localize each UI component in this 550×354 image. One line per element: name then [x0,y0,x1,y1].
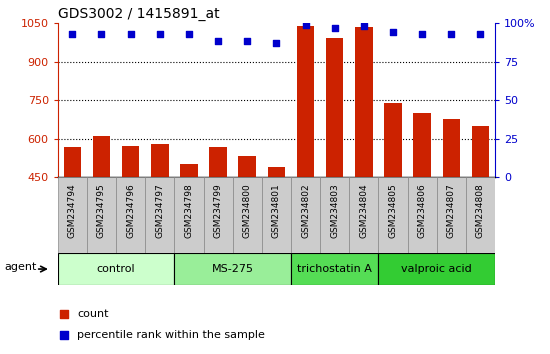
Bar [414,113,431,177]
Text: trichostatin A: trichostatin A [297,264,372,274]
Point [272,40,280,46]
Point [60,311,69,316]
Text: GSM234800: GSM234800 [243,183,252,238]
Bar [378,177,408,253]
Bar [437,177,466,253]
Point [301,22,310,27]
Bar [297,25,314,177]
Text: percentile rank within the sample: percentile rank within the sample [78,330,265,341]
Point [97,31,106,36]
Bar [378,253,495,285]
Text: GSM234799: GSM234799 [213,183,223,238]
Bar [87,177,116,253]
Point [417,31,426,36]
Bar [384,103,402,177]
Bar [122,146,139,177]
Text: valproic acid: valproic acid [402,264,472,274]
Bar [58,177,87,253]
Bar [180,164,197,177]
Point [388,29,397,35]
Bar [210,148,227,177]
Point [60,333,69,338]
Text: GSM234798: GSM234798 [184,183,194,238]
Point [68,31,77,36]
Point [185,31,194,36]
Text: GSM234808: GSM234808 [476,183,485,238]
Text: control: control [97,264,135,274]
Text: GSM234806: GSM234806 [417,183,427,238]
Point [360,23,368,29]
Text: GSM234807: GSM234807 [447,183,456,238]
Bar [291,253,378,285]
Point [243,39,251,44]
Bar [64,148,81,177]
Bar [355,27,372,177]
Bar [349,177,378,253]
Text: agent: agent [4,262,37,273]
Bar [93,136,110,177]
Bar [326,38,343,177]
Bar [174,177,204,253]
Text: GSM234804: GSM234804 [359,183,369,238]
Text: GSM234795: GSM234795 [97,183,106,238]
Bar [145,177,174,253]
Text: GSM234801: GSM234801 [272,183,281,238]
Bar [268,167,285,177]
Point [213,39,222,44]
Bar [408,177,437,253]
Text: count: count [78,309,109,319]
Point [330,25,339,30]
Text: GSM234805: GSM234805 [388,183,398,238]
Bar [204,177,233,253]
Bar [443,119,460,177]
Bar [466,177,495,253]
Point [476,31,485,36]
Point [447,31,455,36]
Text: GSM234796: GSM234796 [126,183,135,238]
Bar [116,177,145,253]
Bar [151,144,168,177]
Text: GSM234794: GSM234794 [68,183,77,238]
Point [126,31,135,36]
Point [155,31,164,36]
Text: GSM234797: GSM234797 [155,183,164,238]
Bar [58,253,174,285]
Bar [472,126,489,177]
Text: GSM234802: GSM234802 [301,183,310,238]
Bar [174,253,291,285]
Bar [233,177,262,253]
Bar [262,177,291,253]
Text: MS-275: MS-275 [212,264,254,274]
Text: GSM234803: GSM234803 [330,183,339,238]
Bar [239,156,256,177]
Bar [291,177,320,253]
Text: GDS3002 / 1415891_at: GDS3002 / 1415891_at [58,7,219,21]
Bar [320,177,349,253]
